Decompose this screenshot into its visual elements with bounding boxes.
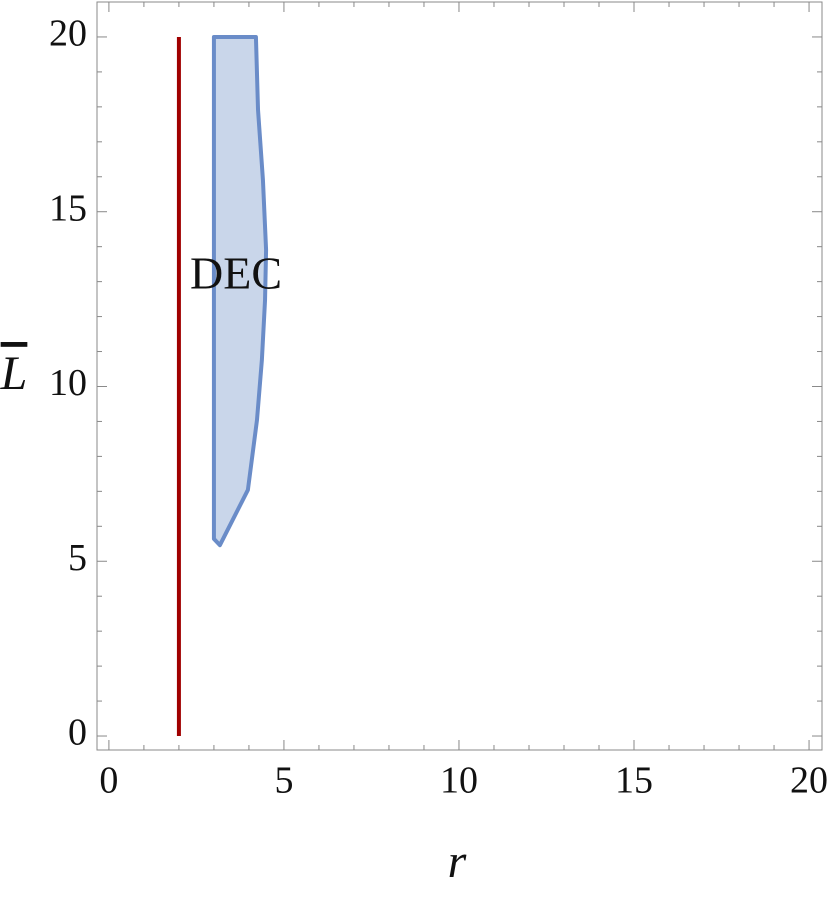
x-tick-label: 20 — [790, 760, 828, 802]
y-tick-label: 15 — [49, 187, 87, 229]
y-axis-title: L — [0, 347, 27, 400]
region — [211, 34, 269, 548]
x-tick-label: 10 — [440, 760, 478, 802]
x-axis-title: r — [448, 835, 467, 888]
x-tick-label: 15 — [615, 760, 653, 802]
y-tick-label: 20 — [49, 13, 87, 55]
y-tick-label: 5 — [68, 537, 87, 579]
y-tick-label: 10 — [49, 362, 87, 404]
region-label: DEC — [190, 248, 282, 299]
x-tick-label: 0 — [99, 760, 118, 802]
x-tick-label: 5 — [274, 760, 293, 802]
y-tick-label: 0 — [68, 712, 87, 754]
frame — [96, 1, 823, 751]
